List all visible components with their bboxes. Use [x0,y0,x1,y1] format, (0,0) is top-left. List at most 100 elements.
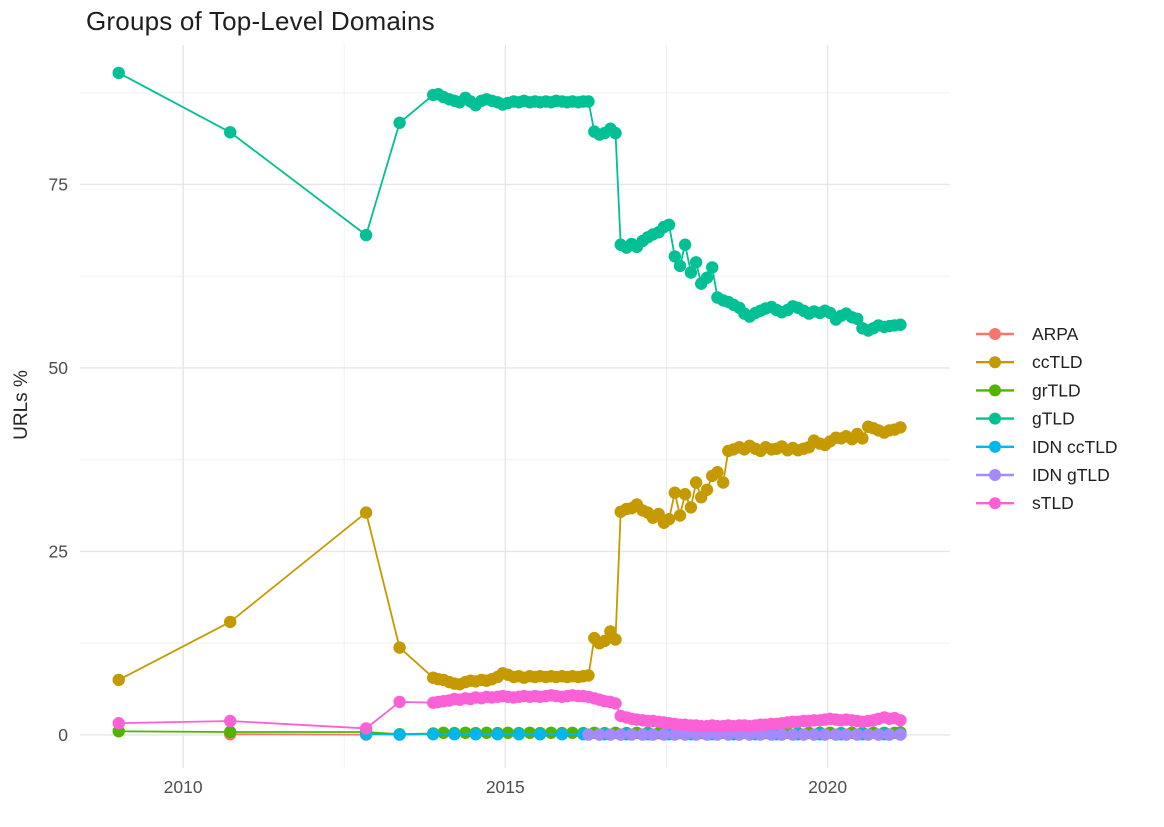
data-point [894,714,907,727]
data-point [856,432,869,445]
gridlines-major [80,45,950,768]
legend-key-point [989,440,1001,453]
data-point [555,728,569,741]
data-point [668,486,681,499]
data-point [112,66,125,80]
data-point [224,615,237,629]
series-line [118,425,901,686]
legend: ARPA ccTLD grTLD gTLD IDN ccTLD IDN gTLD sTLD [976,324,1118,513]
data-point [862,728,875,741]
data-point [851,728,864,741]
data-point [427,728,440,741]
y-axis-labels: 0 25 50 75 [49,175,69,746]
data-point [393,728,406,741]
legend-label: grTLD [1032,380,1081,400]
data-point [469,728,482,741]
data-point [523,726,536,739]
x-tick-label-2015: 2015 [486,777,525,797]
data-point [662,218,676,231]
data-point [894,728,907,741]
data-point [533,728,547,741]
data-point [512,728,526,741]
data-point [673,509,687,522]
legend-key-point [989,328,1001,340]
data-point [678,488,692,501]
legend-key-point [989,412,1001,425]
legend-item-gtld: gTLD [976,409,1075,429]
data-point [797,728,810,741]
legend-key-point [989,384,1001,397]
data-point [359,506,373,519]
data-point [598,634,611,648]
data-point [818,728,832,741]
series-gtld [112,66,907,337]
legend-label: gTLD [1032,409,1075,429]
data-point [689,256,703,269]
data-point [609,633,622,646]
data-point [112,717,125,730]
data-point [872,728,885,741]
y-tick-label-75: 75 [49,175,68,195]
data-point [717,476,730,489]
data-point [593,728,606,741]
x-tick-label-2020: 2020 [808,777,847,797]
data-point [678,728,692,741]
data-point [840,728,853,741]
data-point [582,669,595,682]
data-point [646,728,660,741]
data-point [566,726,579,739]
legend-label: IDN ccTLD [1032,437,1118,457]
data-point [544,726,558,739]
data-point [883,728,896,741]
data-point [459,726,472,739]
data-point [673,259,687,273]
data-point [807,728,821,741]
data-point [491,728,504,741]
legend-item-idn-gtld: IDN gTLD [976,465,1110,485]
data-point [437,726,450,739]
data-point [393,641,406,654]
data-point [829,728,843,741]
legend-label: IDN gTLD [1032,465,1110,485]
data-point [448,728,461,741]
data-point [700,483,714,496]
data-point [706,261,719,274]
series-line [118,72,901,332]
legend-item-cctld: ccTLD [976,352,1083,372]
data-point [684,266,698,279]
gridlines-minor [80,45,950,768]
legend-item-idn-cctld: IDN ccTLD [976,437,1118,457]
data-point [684,501,698,514]
data-point [359,228,373,242]
legend-key-point [989,497,1001,510]
data-point [224,714,237,728]
data-point [657,728,671,741]
data-point [689,476,703,489]
data-point [501,726,515,739]
y-tick-label-25: 25 [49,542,68,562]
legend-item-stld: sTLD [976,493,1074,513]
data-point [711,466,724,479]
data-point [582,728,595,741]
data-point [614,728,627,741]
y-axis-title: URLs % [11,370,32,440]
legend-item-arpa: ARPA [976,324,1079,344]
series-cctld [112,420,907,691]
data-point [851,312,864,325]
data-point [582,95,595,108]
data-point [668,250,681,263]
data-point [678,238,692,251]
data-point [480,726,493,739]
legend-key-point [989,469,1001,481]
data-point [224,725,237,739]
series-idn-gtld [582,728,907,741]
data-point [112,673,125,687]
x-tick-label-2010: 2010 [164,777,203,797]
legend-label: ccTLD [1032,352,1083,372]
data-point [636,728,649,741]
data-point [754,728,767,741]
data-point [359,722,373,735]
data-point [393,116,406,129]
